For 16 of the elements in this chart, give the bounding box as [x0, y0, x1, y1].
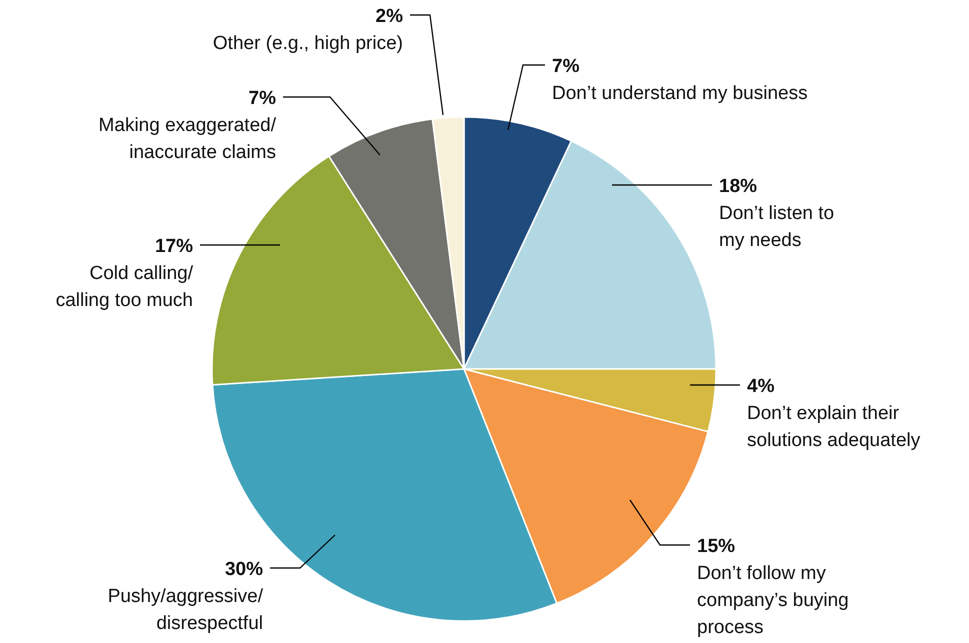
- slice-label: Don’t understand my business: [552, 83, 808, 104]
- slice-label: Cold calling/ calling too much: [56, 263, 194, 311]
- data-label: 30%: [224, 559, 264, 580]
- data-label: 7%: [248, 88, 276, 109]
- data-label: 15%: [697, 536, 736, 557]
- slice-label: Don’t follow my company’s buying process: [697, 563, 849, 638]
- slice-label: Other (e.g., high price): [212, 33, 403, 54]
- data-label: 18%: [719, 176, 758, 197]
- slice-label: Don’t listen to my needs: [719, 203, 834, 251]
- data-label: 2%: [376, 6, 404, 27]
- slice-label: Pushy/aggressive/ disrespectful: [108, 586, 264, 634]
- data-label: 7%: [552, 56, 580, 77]
- data-label: 17%: [154, 236, 194, 257]
- slice-label: Making exaggerated/ inaccurate claims: [98, 115, 277, 163]
- slice-label: Don’t explain their solutions adequately: [747, 403, 921, 451]
- data-label: 4%: [747, 376, 775, 397]
